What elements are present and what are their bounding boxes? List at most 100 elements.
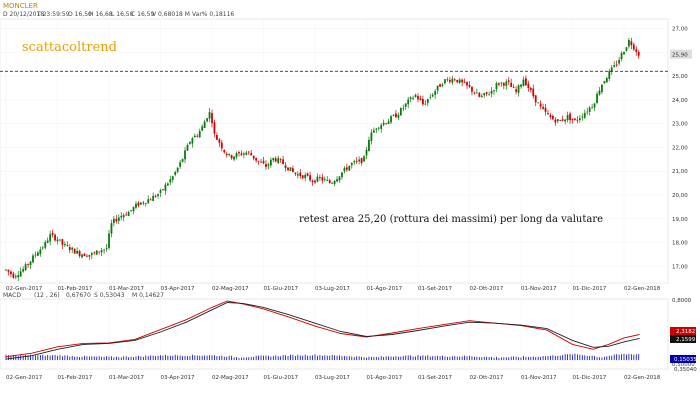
candle-body — [61, 239, 64, 245]
candle-body — [412, 98, 414, 99]
candle-body — [360, 158, 363, 163]
macd-lines — [5, 300, 640, 360]
candle-body — [311, 180, 314, 183]
price-y-tick: 24,00 — [672, 98, 688, 104]
candle-body — [404, 103, 407, 107]
candle-body — [348, 165, 351, 171]
candle-body — [235, 153, 238, 158]
candle-body — [117, 217, 120, 221]
candle-body — [90, 253, 93, 256]
candle-body — [551, 115, 554, 120]
candle-body — [463, 82, 466, 84]
candle-body — [255, 157, 258, 161]
signal-value-label: 2,1599 — [676, 337, 696, 343]
macd-value-badges: 2,3182 2,1599 0,15035 0,35040 — [670, 327, 697, 373]
macd-histogram — [5, 353, 640, 361]
last-price-label: 25,90 — [672, 53, 688, 59]
candle-body — [27, 264, 29, 265]
ohlc-header: D 20/12/2018 T 23:59:59 O 16,50 H 16,68 … — [3, 11, 234, 18]
candle-body — [113, 218, 115, 223]
candle-body — [220, 142, 223, 149]
candle-body — [29, 261, 32, 266]
candle-body — [632, 44, 635, 50]
candle-body — [206, 118, 208, 122]
candle-body — [132, 207, 135, 212]
candle-body — [274, 158, 277, 162]
candle-body — [294, 172, 297, 174]
candle-body — [135, 203, 137, 208]
macd-x-axis: 02-Gen-2017 01-Feb-2017 01-Mar-2017 03-Apr-… — [6, 375, 661, 381]
candle-body — [495, 83, 498, 89]
header-open: O 16,50 — [68, 11, 92, 18]
candle-body — [267, 164, 270, 166]
candle-body — [461, 79, 464, 83]
candle-body — [407, 99, 410, 105]
price-y-axis: 27,0026,0025,0024,0023,0022,0021,0020,00… — [672, 27, 688, 271]
candle-body — [368, 139, 370, 152]
candle-body — [591, 107, 594, 109]
candle-body — [628, 40, 630, 47]
candle-body — [593, 103, 596, 108]
candle-body — [203, 121, 206, 129]
candle-body — [426, 99, 429, 104]
candle-body — [260, 161, 262, 163]
candle-body — [63, 244, 66, 246]
macd-x-tick: 01-Set-2017 — [418, 375, 452, 381]
candle-body — [223, 149, 226, 153]
candle-body — [103, 249, 105, 251]
candle-body — [191, 138, 194, 144]
candle-body — [189, 142, 191, 144]
candle-body — [458, 79, 461, 84]
price-y-tick: 18,00 — [672, 241, 688, 247]
candle-body — [436, 85, 439, 91]
candle-body — [635, 49, 638, 52]
candle-body — [228, 153, 231, 156]
price-y-tick: 23,00 — [672, 122, 688, 128]
candle-body — [304, 174, 307, 179]
candle-body — [98, 251, 101, 253]
macd-series-macd — [5, 300, 640, 358]
candle-body — [515, 89, 517, 92]
header-date: D 20/12/2018 — [3, 11, 44, 18]
candle-body — [157, 194, 159, 197]
candle-body — [319, 177, 321, 178]
candle-body — [78, 250, 81, 256]
candle-body — [358, 159, 361, 162]
candle-body — [365, 149, 368, 156]
price-y-tick: 27,00 — [672, 27, 688, 33]
candle-body — [370, 132, 373, 142]
candle-body — [390, 116, 392, 123]
macd-x-tick: 01-Nov-2017 — [521, 375, 557, 381]
candle-body — [39, 249, 42, 255]
candle-body — [127, 211, 130, 216]
candle-body — [444, 79, 446, 84]
candle-body — [179, 162, 182, 167]
price-x-tick: 02-Mag-2017 — [212, 286, 249, 292]
price-x-tick: 01-Nov-2017 — [521, 286, 557, 292]
candle-body — [544, 107, 547, 112]
candle-body — [250, 153, 253, 156]
candle-body — [95, 250, 98, 255]
macd-y-tick: 0,50000 — [672, 362, 695, 368]
candle-body — [122, 215, 125, 218]
candle-body — [51, 232, 54, 235]
candle-body — [279, 158, 282, 160]
candle-body — [36, 252, 39, 256]
header-low: L 16,50 — [111, 11, 134, 18]
candle-body — [490, 90, 493, 94]
candle-body — [88, 254, 91, 257]
candle-body — [56, 239, 59, 242]
price-x-tick: 01-Giu-2017 — [264, 286, 299, 292]
candle-body — [218, 139, 221, 143]
candle-body — [375, 128, 378, 130]
candle-body — [166, 183, 169, 186]
candle-body — [269, 159, 272, 166]
candle-body — [480, 95, 483, 97]
candle-body — [493, 90, 495, 92]
candle-body — [453, 79, 456, 81]
candle-body — [441, 84, 444, 86]
candle-body — [502, 83, 505, 86]
candle-body — [225, 153, 228, 156]
candle-body — [446, 79, 449, 81]
candle-body — [328, 180, 331, 184]
